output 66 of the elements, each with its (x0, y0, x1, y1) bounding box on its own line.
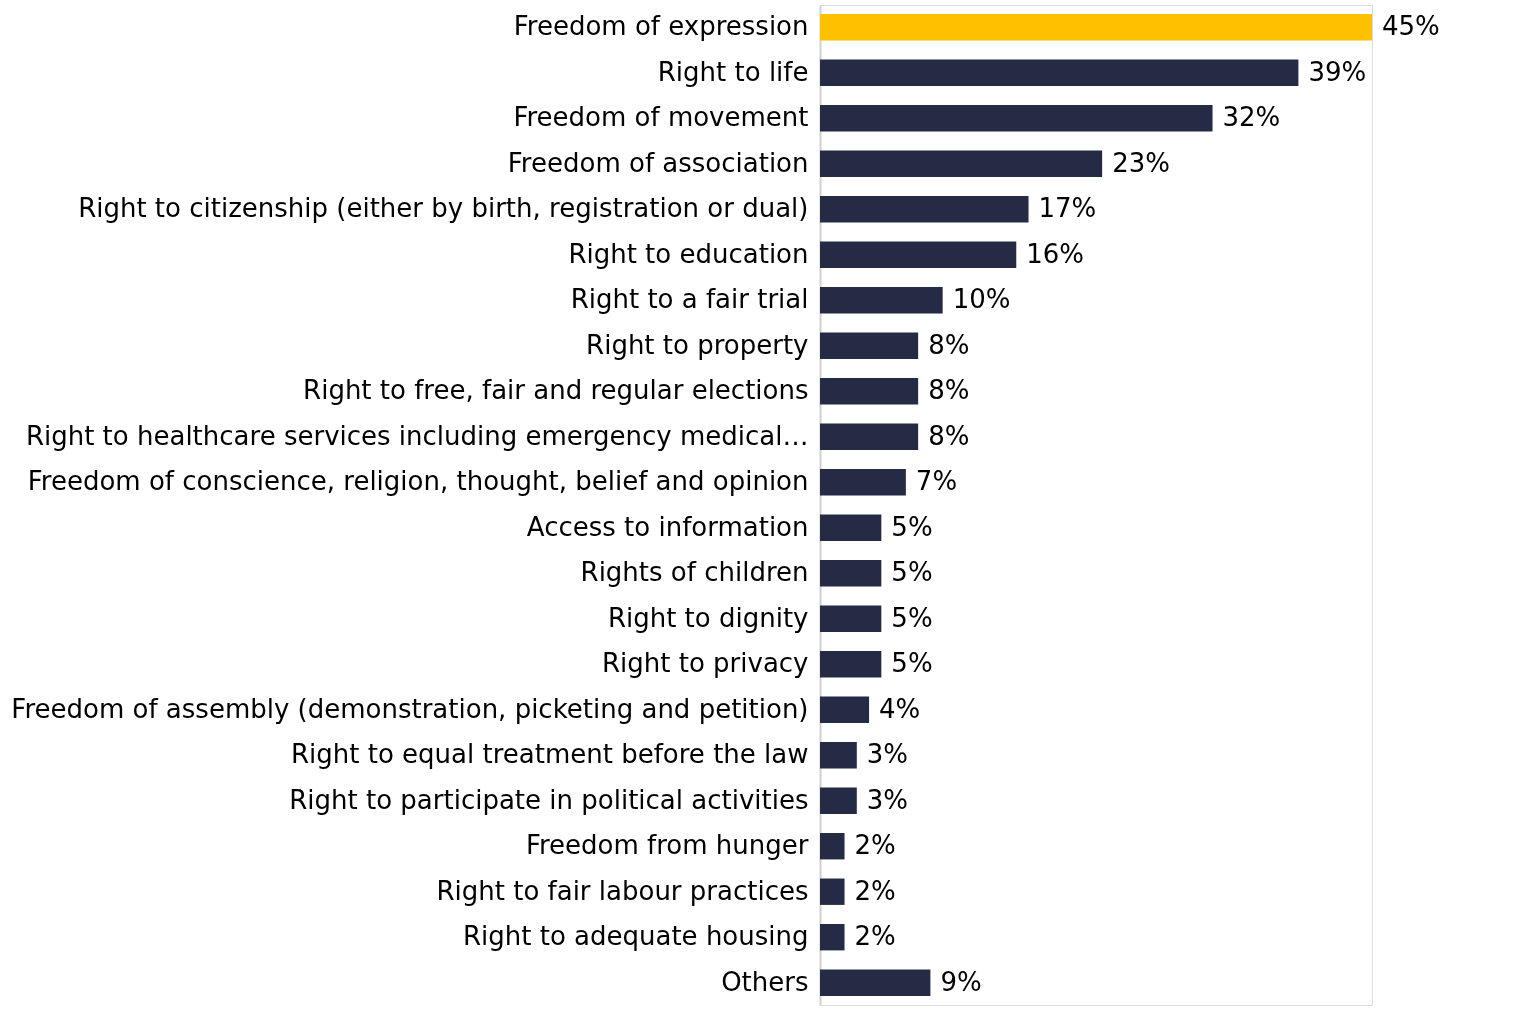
bar (820, 787, 857, 814)
y-tick-label: Right to healthcare services including emergency medical… (25, 420, 809, 451)
y-tick-label: Right to adequate housing (462, 921, 809, 952)
data-label: 4% (879, 693, 921, 724)
data-label: 8% (928, 420, 970, 451)
data-label: 5% (891, 602, 933, 633)
y-tick-label: Access to information (526, 511, 809, 542)
y-tick-label: Freedom of assembly (demonstration, picketing and petition) (11, 693, 809, 724)
y-tick-label: Right to education (568, 238, 809, 269)
data-label: 45% (1382, 11, 1440, 42)
data-label: 8% (928, 329, 970, 360)
y-tick-label: Freedom of association (507, 147, 809, 178)
y-tick-label: Right to life (657, 56, 809, 87)
bar (820, 742, 857, 769)
data-label: 7% (915, 466, 958, 497)
y-tick-label: Right to fair labour practices (436, 875, 809, 906)
y-tick-label: Rights of children (580, 557, 809, 588)
bar (820, 287, 943, 314)
y-tick-label: Others (721, 966, 809, 997)
bar (820, 423, 919, 450)
y-tick-label: Right to privacy (601, 648, 809, 679)
bar (820, 150, 1103, 177)
data-label: 5% (891, 511, 933, 542)
data-label: 23% (1112, 147, 1170, 178)
data-label: 2% (854, 921, 896, 952)
data-label: 3% (866, 739, 909, 770)
y-tick-label: Freedom of conscience, religion, thought, belief and opinion (27, 466, 809, 497)
data-label: 9% (940, 966, 982, 997)
y-tick-label: Freedom of expression (513, 11, 809, 42)
bar (820, 924, 845, 951)
bar (820, 514, 882, 541)
bar (820, 651, 882, 678)
bar (820, 878, 845, 905)
bar (820, 560, 882, 587)
data-label: 16% (1026, 238, 1085, 269)
y-tick-label: Right to free, fair and regular elections (303, 375, 809, 406)
data-label: 2% (854, 875, 896, 906)
bar (820, 241, 1017, 268)
y-tick-label: Right to a fair trial (570, 284, 809, 315)
data-label: 3% (866, 784, 909, 815)
data-label: 5% (891, 557, 933, 588)
data-label: 2% (854, 830, 896, 861)
bar (820, 196, 1029, 223)
data-label: 32% (1222, 102, 1281, 133)
data-label: 8% (928, 375, 970, 406)
data-label: 5% (891, 648, 933, 679)
bar (820, 105, 1213, 132)
data-label: 17% (1038, 193, 1097, 224)
bar (820, 14, 1372, 41)
y-tick-label: Freedom from hunger (525, 830, 809, 861)
bar (820, 378, 919, 405)
data-label: 39% (1308, 56, 1367, 87)
y-tick-label: Right to dignity (607, 602, 809, 633)
bar (820, 59, 1299, 86)
y-tick-label: Right to participate in political activities (289, 784, 809, 815)
bar (820, 969, 931, 996)
bar (820, 833, 845, 860)
data-label: 10% (952, 284, 1011, 315)
bar (820, 696, 870, 723)
bar (820, 469, 906, 496)
y-tick-label: Right to equal treatment before the law (291, 739, 809, 770)
bar (820, 332, 919, 359)
y-tick-label: Right to citizenship (either by birth, registration or dual) (78, 193, 809, 224)
y-tick-label: Freedom of movement (513, 102, 809, 133)
y-tick-label: Right to property (586, 329, 809, 360)
bar (820, 605, 882, 632)
